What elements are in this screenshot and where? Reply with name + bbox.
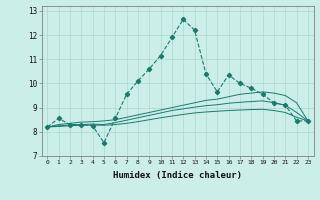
X-axis label: Humidex (Indice chaleur): Humidex (Indice chaleur) (113, 171, 242, 180)
